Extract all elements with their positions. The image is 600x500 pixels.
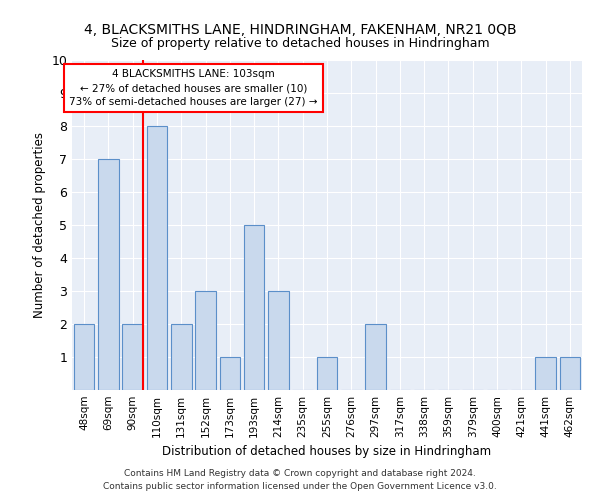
X-axis label: Distribution of detached houses by size in Hindringham: Distribution of detached houses by size … [163, 446, 491, 458]
Text: Size of property relative to detached houses in Hindringham: Size of property relative to detached ho… [110, 38, 490, 51]
Text: Contains public sector information licensed under the Open Government Licence v3: Contains public sector information licen… [103, 482, 497, 491]
Bar [171, 324, 191, 390]
Bar [195, 291, 216, 390]
Bar [365, 324, 386, 390]
Bar [560, 357, 580, 390]
Bar [317, 357, 337, 390]
Bar [268, 291, 289, 390]
Text: Contains HM Land Registry data © Crown copyright and database right 2024.: Contains HM Land Registry data © Crown c… [124, 468, 476, 477]
Bar [220, 357, 240, 390]
Bar [74, 324, 94, 390]
Y-axis label: Number of detached properties: Number of detached properties [33, 132, 46, 318]
Bar [98, 159, 119, 390]
Bar [146, 126, 167, 390]
Text: 4 BLACKSMITHS LANE: 103sqm
← 27% of detached houses are smaller (10)
73% of semi: 4 BLACKSMITHS LANE: 103sqm ← 27% of deta… [69, 69, 317, 107]
Bar [122, 324, 143, 390]
Text: 4, BLACKSMITHS LANE, HINDRINGHAM, FAKENHAM, NR21 0QB: 4, BLACKSMITHS LANE, HINDRINGHAM, FAKENH… [83, 22, 517, 36]
Bar [535, 357, 556, 390]
Bar [244, 225, 265, 390]
